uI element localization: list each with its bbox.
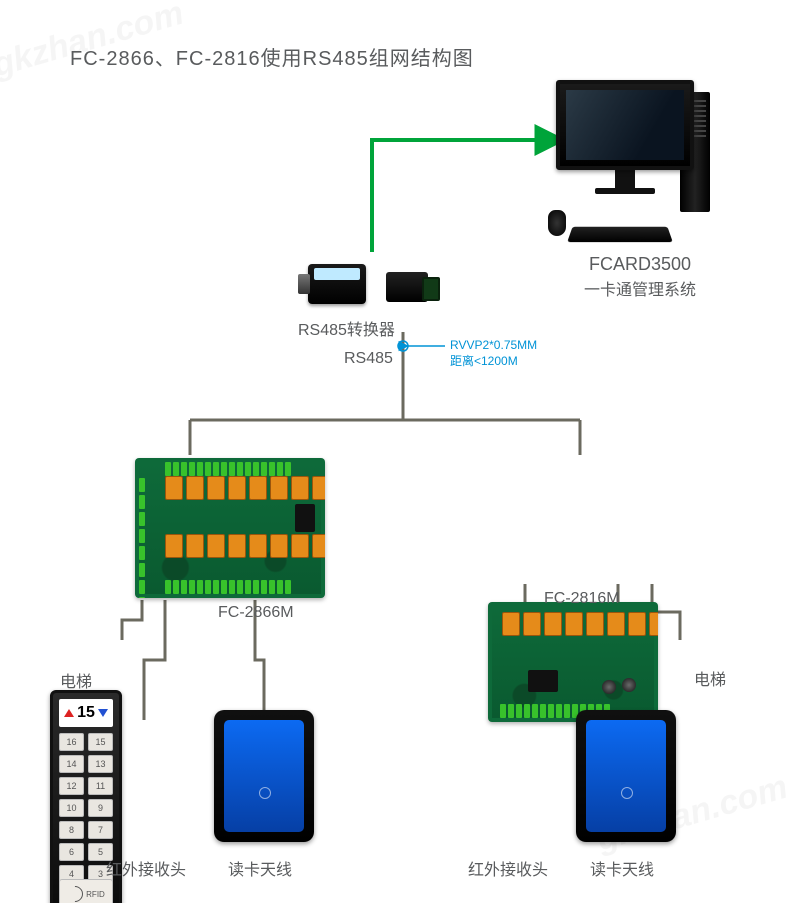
converter-db9-icon bbox=[386, 272, 428, 302]
elevator-display: 15 bbox=[59, 699, 113, 727]
elevator-key: 12 bbox=[59, 777, 84, 795]
cable-green bbox=[372, 140, 560, 252]
rfid-badge: RFID bbox=[59, 879, 113, 903]
arrow-up-icon bbox=[64, 709, 74, 717]
elevator-key: 11 bbox=[88, 777, 113, 795]
card-reader-right bbox=[576, 710, 676, 842]
reader-left-label: 读卡天线 bbox=[228, 856, 292, 880]
arrow-down-icon bbox=[98, 709, 108, 717]
elevator-left-label: 电梯 bbox=[60, 668, 92, 692]
elevator-key: 9 bbox=[88, 799, 113, 817]
elevator-key: 15 bbox=[88, 733, 113, 751]
elevator-key: 10 bbox=[59, 799, 84, 817]
diagram-title: FC-2866、FC-2816使用RS485组网结构图 bbox=[70, 42, 474, 71]
elevator-key: 16 bbox=[59, 733, 84, 751]
monitor-icon bbox=[556, 80, 694, 170]
ir-left-label: 红外接收头 bbox=[106, 856, 186, 880]
rs485-bus-label: RS485 bbox=[344, 350, 393, 368]
elevator-key: 7 bbox=[88, 821, 113, 839]
converter-body-icon bbox=[308, 264, 366, 304]
elevator-key: 6 bbox=[59, 843, 84, 861]
elevator-right-label: 电梯 bbox=[694, 666, 726, 690]
cable-spec-note: RVVP2*0.75MM 距离<1200M bbox=[450, 338, 537, 369]
elevator-key: 8 bbox=[59, 821, 84, 839]
ir-right-label: 红外接收头 bbox=[468, 856, 548, 880]
keyboard-icon bbox=[567, 227, 673, 242]
cable-spec-line2: 距离<1200M bbox=[450, 354, 537, 370]
elevator-key: 13 bbox=[88, 755, 113, 773]
rs485-converter-label: RS485转换器 bbox=[298, 316, 395, 340]
pc-workstation bbox=[540, 80, 710, 250]
cable-note-anchor bbox=[398, 341, 408, 351]
board-left-model: FC-2866M bbox=[218, 604, 294, 622]
reader-screen bbox=[586, 720, 666, 832]
board-fc-2816m bbox=[488, 602, 658, 722]
pc-label-line1: FCARD3500 bbox=[560, 254, 720, 275]
elevator-floor-number: 15 bbox=[77, 704, 95, 722]
board-fc-2866m bbox=[135, 458, 325, 598]
reader-screen bbox=[224, 720, 304, 832]
pc-label-line2: 一卡通管理系统 bbox=[560, 276, 720, 300]
cable-spec-line1: RVVP2*0.75MM bbox=[450, 338, 537, 354]
card-reader-left bbox=[214, 710, 314, 842]
elevator-key: 14 bbox=[59, 755, 84, 773]
board-right-model: FC-2816M bbox=[544, 590, 620, 608]
elevator-keypad: 16151413121110987654321 bbox=[59, 733, 113, 903]
elev-link-left bbox=[122, 600, 142, 640]
reader-right-label: 读卡天线 bbox=[590, 856, 654, 880]
mouse-icon bbox=[548, 210, 566, 236]
